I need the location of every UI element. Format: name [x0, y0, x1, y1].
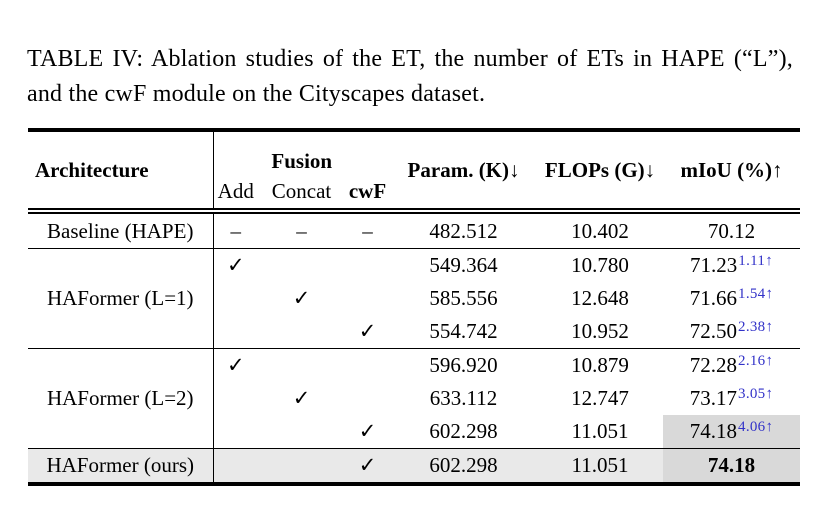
- cell-architecture-ours: HAFormer (ours): [28, 448, 214, 484]
- cell-add: –: [213, 211, 258, 249]
- cell-add: [213, 315, 258, 349]
- table-row-l1-concat: ✓ 585.556 12.648 71.661.54↑: [28, 282, 800, 315]
- miou-gain-superscript: 4.06↑: [738, 419, 774, 435]
- cell-miou: 73.173.05↑: [663, 382, 800, 415]
- cell-add: [213, 282, 258, 315]
- cell-concat: [258, 249, 345, 283]
- miou-value: 73.17: [689, 386, 738, 410]
- cell-concat: –: [258, 211, 345, 249]
- col-header-fusion-group: Fusion: [271, 149, 333, 173]
- col-header-concat: Concat: [258, 174, 345, 214]
- miou-value: 72.50: [689, 319, 738, 343]
- cell-miou-highlighted: 74.184.06↑: [663, 415, 801, 449]
- col-header-add: Add: [213, 174, 258, 214]
- cell-concat-checkmark: ✓: [292, 386, 311, 410]
- cell-miou: 70.12: [663, 211, 801, 249]
- cell-flops: 11.051: [537, 415, 664, 449]
- cell-param: 549.364: [429, 253, 498, 277]
- table-row-l2-concat: ✓ 633.112 12.747 73.173.05↑: [28, 382, 800, 415]
- cell-cwf: –: [345, 211, 391, 249]
- miou-value: 71.66: [689, 286, 738, 310]
- table-row-l2-add: HAFormer (L=2) ✓ 596.920 10.879 72.282.1…: [28, 348, 800, 449]
- cell-add: [213, 382, 258, 415]
- cell-add: [213, 415, 258, 449]
- cell-cwf-checkmark: ✓: [345, 315, 391, 349]
- col-header-param: Param. (K)↓: [390, 130, 538, 214]
- cell-cwf: [345, 349, 390, 383]
- miou-value: 72.28: [689, 353, 738, 377]
- miou-value: 71.23: [690, 253, 738, 277]
- cell-param: 596.920: [429, 353, 498, 377]
- cell-param: 602.298: [390, 415, 538, 449]
- cell-miou-best: 74.18: [663, 448, 801, 484]
- cell-cwf: [345, 382, 390, 415]
- header-row-2: Add Concat cwF: [28, 174, 800, 214]
- cell-miou: 72.282.16↑: [663, 349, 800, 383]
- cell-flops: 11.051: [537, 448, 664, 484]
- miou-gain-superscript: 1.54↑: [738, 286, 774, 302]
- cell-flops: 12.747: [571, 386, 629, 410]
- col-header-cwf: cwF: [345, 174, 391, 214]
- cell-architecture: Baseline (HAPE): [28, 211, 214, 249]
- table-row-baseline: Baseline (HAPE) – – – 482.512 10.402 70.…: [28, 211, 801, 249]
- col-header-architecture: Architecture: [28, 130, 214, 214]
- cell-concat-checkmark: ✓: [292, 286, 311, 310]
- miou-gain-superscript: 2.38↑: [738, 319, 774, 335]
- cell-flops: 10.952: [537, 315, 664, 349]
- cell-flops: 10.879: [571, 353, 629, 377]
- table-row-ours: HAFormer (ours) ✓ 602.298 11.051 74.18: [28, 448, 801, 484]
- header-row-1: Architecture Fusion Param. (K)↓ FLOPs (G…: [28, 130, 801, 214]
- cell-param: 633.112: [429, 386, 498, 410]
- cell-concat: [258, 415, 345, 449]
- cell-architecture-l1: HAFormer (L=1): [28, 248, 214, 349]
- miou-value: 74.18: [689, 419, 738, 443]
- miou-gain-superscript: 1.11↑: [738, 253, 773, 269]
- cell-flops: 12.648: [571, 286, 629, 310]
- cell-param: 554.742: [390, 315, 538, 349]
- miou-gain-superscript: 2.16↑: [738, 353, 774, 369]
- cell-param: 602.298: [390, 448, 538, 484]
- cell-miou: 71.231.11↑: [663, 249, 800, 283]
- cell-add-checkmark: ✓: [226, 253, 245, 277]
- cell-cwf-checkmark: ✓: [345, 448, 391, 484]
- cell-miou: 71.661.54↑: [663, 282, 800, 315]
- cell-add: [213, 448, 258, 484]
- cell-cwf: [345, 282, 390, 315]
- miou-gain-superscript: 3.05↑: [738, 386, 774, 402]
- cell-cwf: [345, 249, 390, 283]
- cell-architecture-l2: HAFormer (L=2): [28, 348, 214, 449]
- table-caption: TABLE IV: Ablation studies of the ET, th…: [27, 46, 793, 107]
- cell-concat: [258, 315, 345, 349]
- table-row-l1-add: HAFormer (L=1) ✓ 549.364 10.780 71.231.1…: [28, 248, 800, 349]
- cell-flops: 10.402: [537, 211, 664, 249]
- cell-concat: [258, 349, 345, 383]
- ablation-table: Architecture Fusion Param. (K)↓ FLOPs (G…: [28, 128, 801, 486]
- cell-cwf-checkmark: ✓: [345, 415, 391, 449]
- col-header-miou: mIoU (%)↑: [663, 130, 801, 214]
- cell-param: 482.512: [390, 211, 538, 249]
- cell-miou: 72.502.38↑: [663, 315, 801, 349]
- cell-add-checkmark: ✓: [226, 353, 245, 377]
- cell-flops: 10.780: [571, 253, 629, 277]
- cell-concat: [258, 448, 345, 484]
- table-row-l1-cwf: ✓ 554.742 10.952 72.502.38↑: [28, 315, 801, 349]
- col-header-flops: FLOPs (G)↓: [537, 130, 664, 214]
- cell-param: 585.556: [429, 286, 498, 310]
- table-row-l2-cwf: ✓ 602.298 11.051 74.184.06↑: [28, 415, 801, 449]
